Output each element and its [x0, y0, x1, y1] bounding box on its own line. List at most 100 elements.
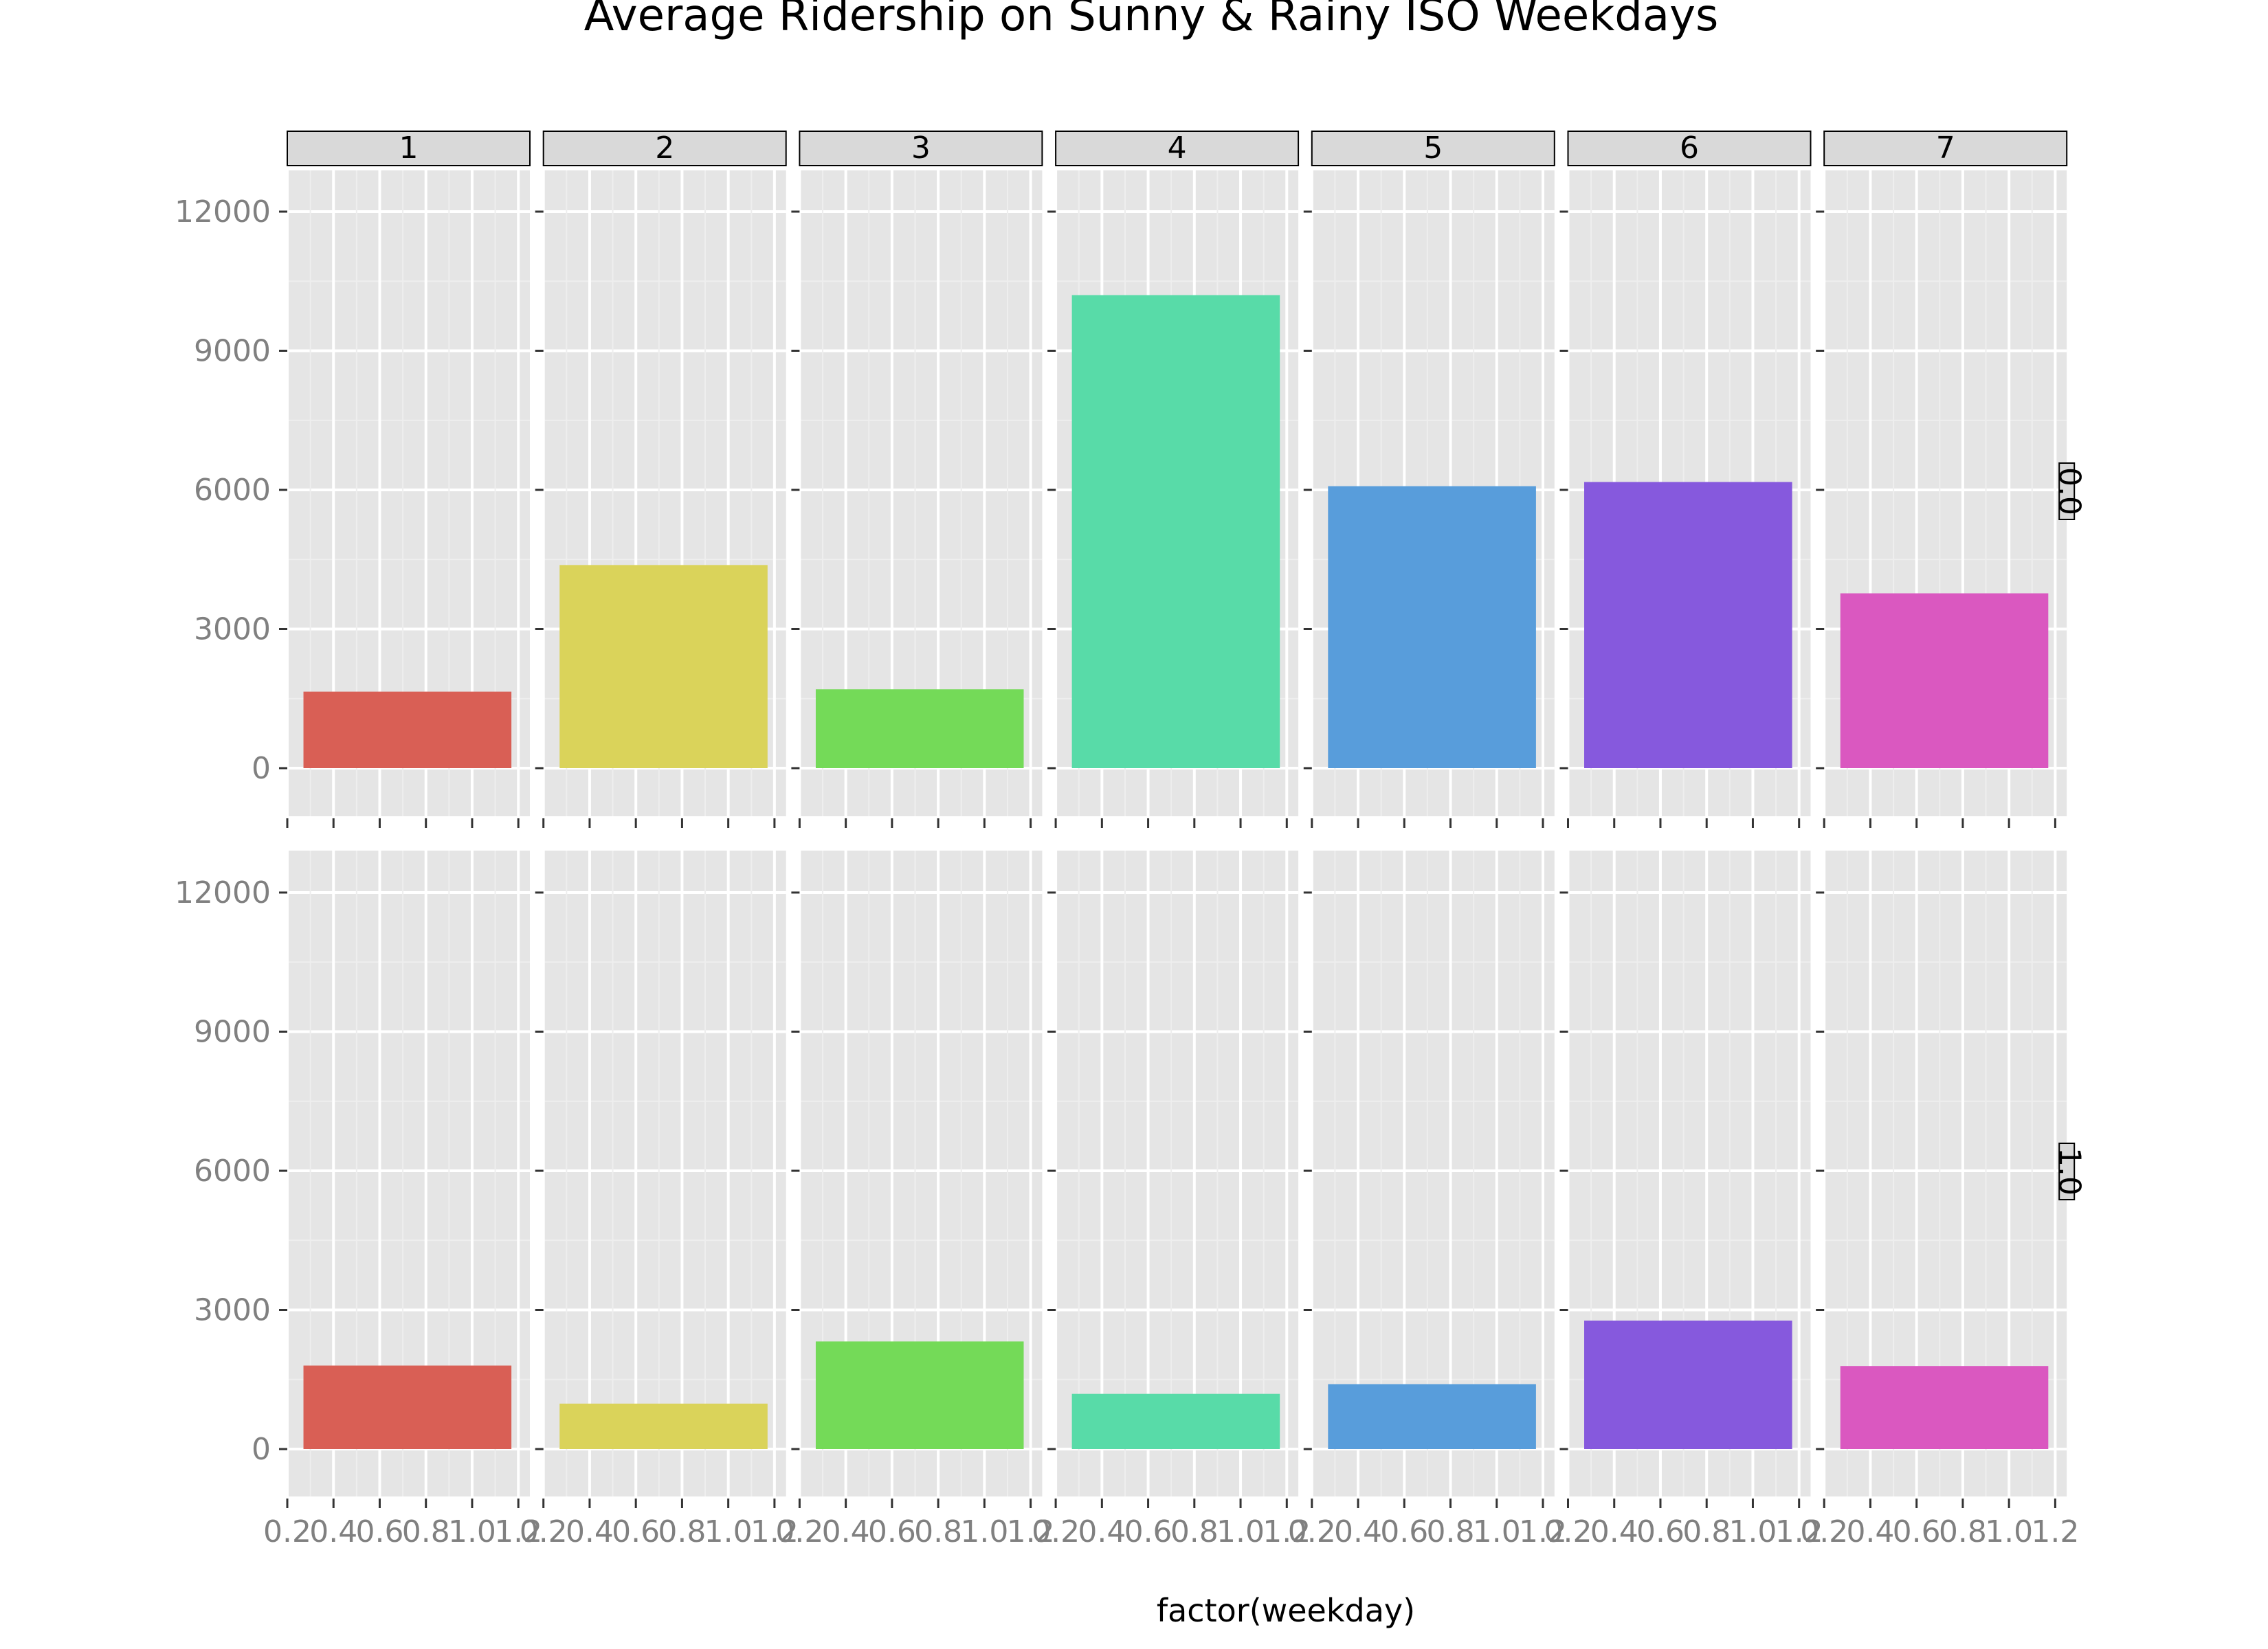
- x-tick-label: 0.6: [1636, 1514, 1685, 1549]
- row-strip: [2058, 462, 2076, 520]
- facet-panel: 5: [1303, 131, 1555, 828]
- panel-background: [1056, 851, 1299, 1496]
- bar: [303, 691, 512, 768]
- x-tick-label: 0.6: [612, 1514, 660, 1549]
- x-tick-label: 1.2: [1007, 1514, 1055, 1549]
- x-tick-label: 0.4: [1846, 1514, 1894, 1549]
- x-tick-label: 0.2: [1032, 1514, 1080, 1549]
- chart-title: Average Ridership on Sunny & Rainy ISO W…: [584, 0, 1719, 41]
- bar: [1328, 486, 1536, 768]
- y-tick-label: 3000: [194, 1293, 271, 1328]
- bar: [1584, 1321, 1792, 1449]
- x-tick-label: 1.0: [704, 1514, 753, 1549]
- bar: [1840, 1366, 2049, 1449]
- x-tick-label: 1.0: [1728, 1514, 1777, 1549]
- facet-panel: 0.20.40.60.81.01.2: [263, 851, 542, 1549]
- row-strip-label: 1.0: [2052, 1147, 2087, 1196]
- facet-panel: 2: [535, 131, 787, 828]
- facet-panel: 0.20.40.60.81.01.2: [775, 851, 1055, 1549]
- bar: [559, 1403, 768, 1449]
- row-strip: [2058, 1143, 2076, 1200]
- x-tick-label: 0.6: [868, 1514, 916, 1549]
- x-axis-label: factor(weekday): [1157, 1592, 1415, 1629]
- x-tick-label: 1.0: [1985, 1514, 2033, 1549]
- x-tick-label: 0.6: [1380, 1514, 1428, 1549]
- x-tick-label: 1.0: [448, 1514, 496, 1549]
- facet-strip-label: 7: [1936, 131, 1955, 166]
- facet-panel: 4: [1047, 131, 1300, 828]
- panel-background: [543, 851, 786, 1496]
- row-strip-label: 0.0: [2052, 467, 2087, 515]
- x-tick-label: 0.2: [1800, 1514, 1848, 1549]
- x-tick-label: 0.8: [1170, 1514, 1219, 1549]
- facet-panel: 0.20.40.60.81.01.2: [1544, 851, 1823, 1549]
- x-tick-label: 0.6: [355, 1514, 403, 1549]
- x-tick-label: 0.4: [822, 1514, 870, 1549]
- facet-strip: [542, 131, 787, 166]
- x-tick-label: 0.8: [1427, 1514, 1475, 1549]
- bar: [1071, 1393, 1280, 1449]
- x-tick-label: 1.0: [1473, 1514, 1521, 1549]
- x-tick-label: 1.0: [960, 1514, 1008, 1549]
- facet-strip-label: 2: [655, 131, 674, 166]
- facet-strip-label: 5: [1423, 131, 1443, 166]
- facet-strip-label: 6: [1680, 131, 1699, 166]
- x-tick-label: 1.2: [1775, 1514, 1823, 1549]
- x-tick-label: 0.4: [1078, 1514, 1126, 1549]
- bar: [559, 565, 768, 768]
- y-tick-label: 3000: [194, 612, 271, 647]
- bar: [1840, 593, 2049, 768]
- x-tick-label: 0.4: [1334, 1514, 1382, 1549]
- x-tick-label: 1.2: [2031, 1514, 2079, 1549]
- x-tick-label: 0.2: [520, 1514, 568, 1549]
- x-tick-label: 1.0: [1216, 1514, 1265, 1549]
- x-tick-label: 0.2: [1288, 1514, 1336, 1549]
- facet-strip: [1567, 131, 1812, 166]
- x-tick-label: 0.6: [1124, 1514, 1172, 1549]
- facet-strip-label: 1: [399, 131, 419, 166]
- x-tick-label: 0.2: [263, 1514, 311, 1549]
- x-tick-label: 0.8: [1939, 1514, 1987, 1549]
- facet-panel: 0.20.40.60.81.01.2: [1288, 851, 1567, 1549]
- x-tick-label: 1.2: [1263, 1514, 1311, 1549]
- bar: [1071, 295, 1280, 768]
- facet-panel: 1: [279, 131, 531, 828]
- x-tick-label: 0.8: [402, 1514, 450, 1549]
- x-tick-label: 0.4: [566, 1514, 614, 1549]
- facet-strip: [287, 131, 531, 166]
- bar: [1584, 482, 1792, 768]
- y-tick-label: 0: [252, 1432, 271, 1467]
- facet-strip: [799, 131, 1043, 166]
- x-tick-label: 1.2: [1519, 1514, 1567, 1549]
- facet-strip-label: 3: [911, 131, 931, 166]
- facet-panel: 6: [1559, 131, 1812, 828]
- x-tick-label: 0.8: [1682, 1514, 1731, 1549]
- x-tick-label: 0.2: [775, 1514, 823, 1549]
- facet-strip-label: 4: [1168, 131, 1187, 166]
- x-tick-label: 0.2: [1544, 1514, 1592, 1549]
- y-tick-label: 6000: [194, 473, 271, 508]
- bar: [303, 1365, 512, 1449]
- facet-strip: [1823, 131, 2068, 166]
- x-tick-label: 1.2: [494, 1514, 542, 1549]
- facet-panel: 0.20.40.60.81.01.2: [520, 851, 799, 1549]
- facet-panel: 7: [1816, 131, 2068, 828]
- y-tick-label: 0: [252, 751, 271, 786]
- y-tick-label: 6000: [194, 1154, 271, 1189]
- facet-panel: 3: [791, 131, 1043, 828]
- y-tick-label: 9000: [194, 1015, 271, 1050]
- x-tick-label: 0.4: [1590, 1514, 1638, 1549]
- facet-panel: 0.20.40.60.81.01.2: [1032, 851, 1311, 1549]
- y-tick-label: 12000: [175, 875, 271, 910]
- bar: [815, 1341, 1024, 1449]
- y-tick-label: 9000: [194, 334, 271, 369]
- x-tick-label: 0.8: [658, 1514, 706, 1549]
- x-tick-label: 0.6: [1893, 1514, 1941, 1549]
- x-tick-label: 1.2: [751, 1514, 799, 1549]
- facet-panels: 1 2 3 4 5 6 70300060009000120000.00.20.40.60.8…: [175, 131, 2087, 1549]
- facet-strip: [1055, 131, 1300, 166]
- x-tick-label: 0.8: [914, 1514, 962, 1549]
- facet-panel: 0.20.40.60.81.01.2: [1800, 851, 2079, 1549]
- x-tick-label: 0.4: [309, 1514, 357, 1549]
